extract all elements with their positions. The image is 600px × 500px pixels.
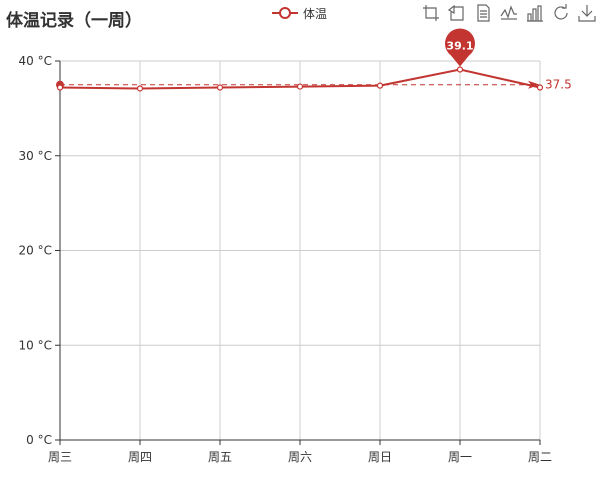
x-tick-label: 周日: [368, 450, 392, 464]
y-tick-label: 20 °C: [19, 244, 52, 258]
x-tick-label: 周二: [528, 450, 552, 464]
y-tick-label: 30 °C: [19, 149, 52, 163]
toolbox: [422, 4, 596, 22]
data-point: [456, 66, 464, 73]
data-point: [216, 84, 224, 91]
zoom-reset-icon[interactable]: [448, 4, 466, 22]
zoom-icon[interactable]: [422, 4, 440, 22]
legend-label: 体温: [303, 6, 328, 21]
x-tick-label: 周四: [128, 450, 152, 464]
restore-icon[interactable]: [552, 4, 570, 22]
x-tick-label: 周六: [288, 450, 312, 464]
data-point: [376, 82, 384, 89]
max-mark-point-pin: [445, 28, 476, 67]
x-tick-label: 周一: [448, 450, 472, 464]
legend[interactable]: 体温: [272, 4, 327, 22]
average-line-arrow: [528, 80, 540, 89]
bar-chart-icon[interactable]: [526, 4, 544, 22]
save-image-icon[interactable]: [578, 4, 596, 22]
data-view-icon[interactable]: [474, 4, 492, 22]
legend-line-icon: [272, 7, 298, 19]
y-tick-label: 0 °C: [26, 433, 52, 447]
data-point: [136, 85, 144, 92]
x-tick-label: 周三: [48, 450, 72, 464]
data-point: [536, 84, 544, 91]
x-tick-label: 周五: [208, 450, 232, 464]
line-chart-icon[interactable]: [500, 4, 518, 22]
data-point: [296, 83, 304, 90]
chart-title: 体温记录（一周）: [6, 11, 142, 31]
y-tick-label: 40 °C: [19, 54, 52, 68]
max-mark-point-label: 39.1: [446, 40, 473, 53]
average-mark-line-label: 37.5: [545, 78, 572, 92]
data-point: [56, 84, 64, 91]
y-tick-label: 10 °C: [19, 338, 52, 352]
